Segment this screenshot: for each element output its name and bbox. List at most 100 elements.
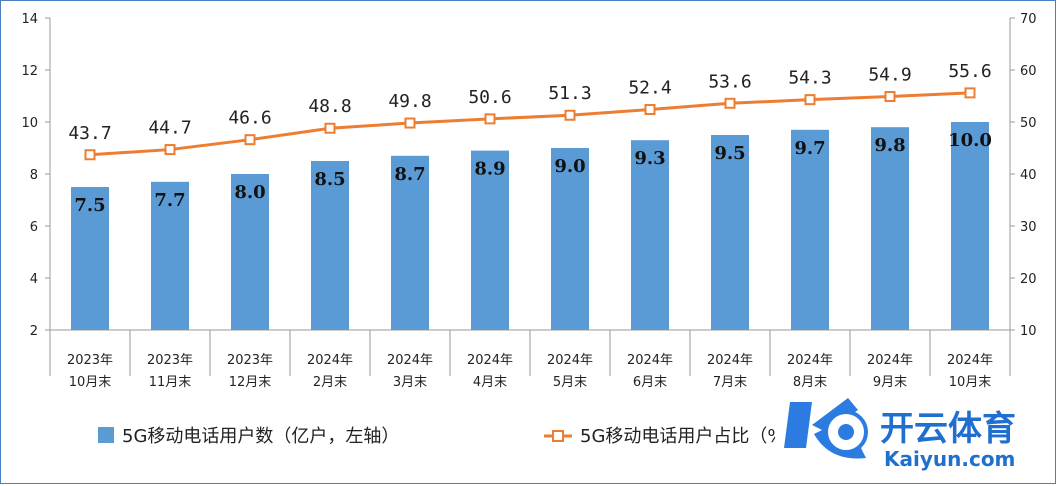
bar-value-label: 8.7 bbox=[394, 164, 425, 185]
bar-value-label: 10.0 bbox=[948, 130, 992, 151]
watermark-logo-text: 开云体育 bbox=[880, 409, 1016, 449]
category-month-label: 10月末 bbox=[949, 375, 992, 390]
right-tick-label: 40 bbox=[1020, 168, 1037, 183]
line-point bbox=[564, 109, 576, 121]
category-month-label: 12月末 bbox=[229, 375, 272, 390]
bar-value-label: 8.0 bbox=[234, 182, 265, 203]
left-tick-label: 4 bbox=[30, 272, 38, 287]
bar-value-label: 8.5 bbox=[314, 169, 345, 190]
watermark-k-stem-icon bbox=[784, 402, 812, 448]
category-year-label: 2024年 bbox=[547, 353, 593, 368]
right-tick-label: 50 bbox=[1020, 116, 1037, 131]
right-tick-label: 70 bbox=[1020, 12, 1037, 27]
legend-line-marker bbox=[552, 430, 564, 442]
line-value-label: 52.4 bbox=[628, 78, 671, 99]
bar-value-label: 9.5 bbox=[714, 143, 745, 164]
bar bbox=[311, 161, 349, 330]
category-year-label: 2024年 bbox=[627, 353, 673, 368]
bar bbox=[791, 129, 829, 330]
left-tick-label: 6 bbox=[30, 220, 38, 235]
category-labels: 2023年 10月末 2023年 11月末 2023年 12月末 2024年 2月末 2024年… bbox=[67, 353, 993, 390]
line-path bbox=[89, 91, 971, 157]
line-value-label: 44.7 bbox=[148, 118, 191, 139]
data-labels: 7.5 7.7 8.0 8.5 8.7 8.9 9.0 9.3 9.5 9.7 9.8 10.0 43.… bbox=[68, 61, 992, 216]
line-point bbox=[164, 144, 176, 156]
line-value-label: 46.6 bbox=[228, 108, 271, 129]
category-year-label: 2023年 bbox=[147, 353, 193, 368]
bar bbox=[151, 181, 189, 330]
line-point bbox=[804, 94, 816, 106]
watermark-logo-subtext: Kaiyun.com bbox=[884, 447, 1015, 471]
category-year-label: 2024年 bbox=[707, 353, 753, 368]
watermark-ball-center bbox=[838, 424, 854, 440]
line-value-label: 50.6 bbox=[468, 87, 511, 108]
bar bbox=[871, 127, 909, 330]
legend-bar-swatch bbox=[98, 427, 114, 443]
category-year-label: 2024年 bbox=[387, 353, 433, 368]
right-tick-label: 60 bbox=[1020, 64, 1037, 79]
line-point bbox=[324, 122, 336, 134]
category-month-label: 7月末 bbox=[713, 375, 747, 390]
bar-value-label: 7.7 bbox=[154, 190, 185, 211]
bar-value-label: 8.9 bbox=[474, 159, 505, 180]
left-tick-label: 14 bbox=[21, 12, 38, 27]
bar bbox=[471, 150, 509, 330]
line-value-label: 53.6 bbox=[708, 71, 751, 92]
line-point bbox=[964, 87, 976, 99]
category-month-label: 4月末 bbox=[473, 375, 507, 390]
bar-value-label: 9.0 bbox=[554, 156, 585, 177]
category-month-label: 11月末 bbox=[149, 375, 192, 390]
category-month-label: 5月末 bbox=[553, 375, 587, 390]
legend-bar-label: 5G移动电话用户数（亿户，左轴） bbox=[122, 426, 399, 447]
legend: 5G移动电话用户数（亿户，左轴） 5G移动电话用户占比（%，右轴） bbox=[98, 426, 857, 447]
line-point bbox=[244, 134, 256, 146]
bar bbox=[711, 135, 749, 330]
right-tick-label: 20 bbox=[1020, 272, 1037, 287]
category-year-label: 2024年 bbox=[467, 353, 513, 368]
category-year-label: 2024年 bbox=[307, 353, 353, 368]
line-series bbox=[84, 87, 976, 161]
category-month-label: 2月末 bbox=[313, 375, 347, 390]
category-year-label: 2024年 bbox=[787, 353, 833, 368]
bar-value-label: 9.3 bbox=[634, 148, 665, 169]
line-point bbox=[644, 104, 656, 116]
line-value-label: 51.3 bbox=[548, 83, 591, 104]
category-month-label: 3月末 bbox=[393, 375, 427, 390]
line-value-label: 48.8 bbox=[308, 96, 351, 117]
left-tick-label: 12 bbox=[21, 64, 38, 79]
watermark-logo: 开云体育 Kaiyun.com bbox=[775, 393, 1050, 475]
bar bbox=[391, 155, 429, 330]
bar-series bbox=[71, 122, 989, 330]
line-value-label: 54.3 bbox=[788, 68, 831, 89]
line-value-label: 43.7 bbox=[68, 123, 111, 144]
left-tick-label: 8 bbox=[30, 168, 38, 183]
line-point bbox=[724, 97, 736, 109]
line-point bbox=[484, 113, 496, 125]
category-month-label: 6月末 bbox=[633, 375, 667, 390]
category-month-label: 10月末 bbox=[69, 375, 112, 390]
bar bbox=[951, 122, 989, 330]
line-value-label: 54.9 bbox=[868, 65, 911, 86]
line-point bbox=[884, 91, 896, 103]
category-year-label: 2023年 bbox=[227, 353, 273, 368]
bar-value-label: 9.7 bbox=[794, 138, 825, 159]
line-value-label: 55.6 bbox=[948, 61, 991, 82]
bar bbox=[71, 187, 109, 330]
left-tick-label: 10 bbox=[21, 116, 38, 131]
left-tick-label: 2 bbox=[30, 324, 38, 339]
category-year-label: 2024年 bbox=[947, 353, 993, 368]
category-year-label: 2024年 bbox=[867, 353, 913, 368]
category-month-label: 9月末 bbox=[873, 375, 907, 390]
line-point bbox=[404, 117, 416, 129]
bar bbox=[231, 174, 269, 330]
axes: 2 4 6 8 10 12 14 10 20 30 40 50 60 70 bbox=[21, 12, 1037, 376]
line-point bbox=[84, 149, 96, 161]
bar-value-label: 7.5 bbox=[74, 195, 105, 216]
category-year-label: 2023年 bbox=[67, 353, 113, 368]
right-tick-label: 30 bbox=[1020, 220, 1037, 235]
category-month-label: 8月末 bbox=[793, 375, 827, 390]
right-tick-label: 10 bbox=[1020, 324, 1037, 339]
bar bbox=[631, 140, 669, 330]
bar-value-label: 9.8 bbox=[874, 135, 905, 156]
